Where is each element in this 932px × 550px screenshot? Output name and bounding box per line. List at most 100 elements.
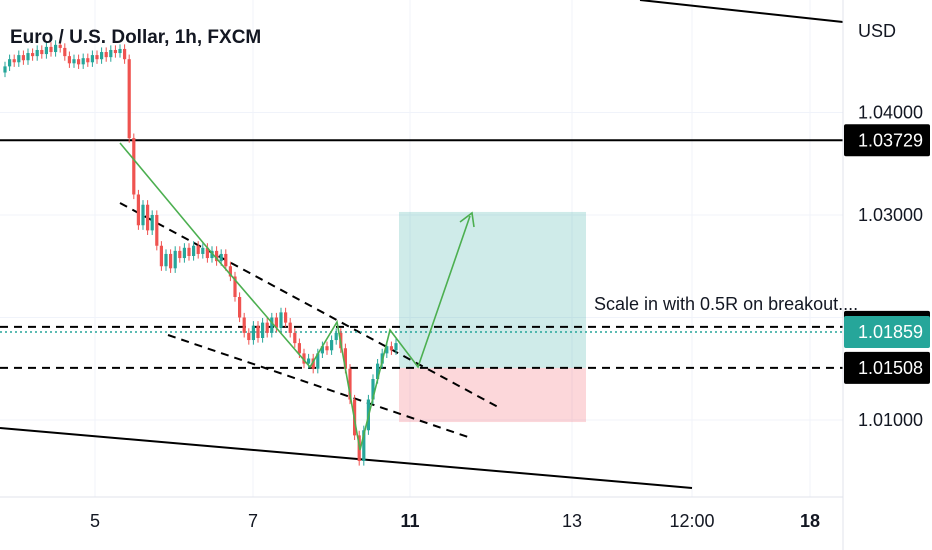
candle-22: [104, 47, 108, 62]
candle-42: [196, 241, 200, 259]
candle-62: [288, 318, 292, 338]
candle-5: [26, 48, 30, 65]
grid: [0, 0, 843, 497]
candle-23: [109, 45, 113, 62]
chart-title: Euro / U.S. Dollar, 1h, FXCM: [10, 27, 261, 48]
candle-1: [8, 54, 12, 71]
candle-40: [187, 243, 191, 261]
y-tick-1: 1.03000: [858, 205, 923, 225]
candle-10: [49, 42, 53, 57]
candle-44: [205, 243, 209, 263]
candle-4: [21, 50, 25, 65]
candle-58: [270, 312, 274, 338]
x-tick-1: 7: [248, 511, 258, 531]
lower-channel-line[interactable]: [0, 427, 693, 489]
wedge-lower-dashed[interactable]: [167, 334, 469, 438]
candle-28: [132, 133, 136, 200]
candle-14: [67, 51, 71, 68]
candle-0: [3, 61, 7, 78]
candle-63: [293, 328, 297, 348]
candle-12: [58, 40, 62, 53]
candle-52: [242, 312, 246, 338]
price-badge-3[interactable]: 1.01508: [844, 351, 930, 384]
x-tick-4: 12:00: [669, 511, 714, 531]
candle-29: [136, 189, 140, 230]
upper-channel-line[interactable]: [639, 0, 844, 23]
y-tick-2: 1.01000: [858, 410, 923, 430]
candle-34: [159, 241, 163, 271]
levels: [0, 139, 843, 369]
drawings: [0, 0, 844, 489]
x-tick-2: 11: [400, 511, 419, 531]
candle-16: [77, 54, 81, 69]
candle-51: [238, 292, 242, 323]
candle-15: [72, 54, 76, 68]
profit-zone[interactable]: [399, 211, 586, 368]
candle-11: [54, 40, 58, 57]
y-tick-0: 1.04000: [858, 103, 923, 123]
candle-35: [164, 249, 168, 271]
candle-43: [201, 243, 205, 259]
candle-6: [31, 48, 35, 61]
candle-57: [265, 318, 269, 338]
candle-54: [251, 321, 255, 345]
price-badge-0[interactable]: 1.03729: [844, 124, 930, 157]
candle-2: [12, 54, 16, 67]
candle-21: [100, 47, 104, 64]
candle-33: [155, 210, 159, 251]
price-badge-label-2: 1.01859: [858, 322, 923, 342]
candle-30: [141, 200, 145, 230]
candle-56: [261, 318, 265, 343]
candle-65: [302, 348, 306, 369]
candle-19: [90, 50, 94, 67]
candles: [3, 40, 398, 466]
candle-25: [118, 44, 122, 58]
candle-31: [146, 200, 150, 235]
candle-41: [192, 241, 196, 261]
candle-53: [247, 328, 251, 345]
candle-18: [86, 53, 90, 67]
projection: [119, 142, 475, 451]
candle-26: [123, 44, 127, 64]
candle-85: [394, 338, 398, 355]
candle-39: [182, 243, 186, 263]
projection-path[interactable]: [119, 142, 471, 451]
candle-48: [224, 249, 228, 271]
candle-45: [210, 246, 214, 263]
candle-20: [95, 50, 99, 64]
candle-84: [389, 341, 393, 355]
wedge-upper-dashed[interactable]: [119, 202, 499, 408]
candle-27: [127, 54, 131, 143]
candle-50: [233, 271, 237, 302]
candle-7: [35, 45, 39, 61]
candle-55: [256, 321, 260, 343]
price-badge-label-0: 1.03729: [858, 130, 923, 150]
candle-67: [311, 353, 315, 374]
candle-61: [284, 307, 288, 328]
candle-32: [150, 210, 154, 235]
x-tick-0: 5: [90, 511, 100, 531]
x-tick-3: 13: [562, 511, 582, 531]
candle-70: [325, 341, 329, 355]
price-badge-2[interactable]: 1.01859: [844, 315, 930, 348]
candle-49: [228, 261, 232, 282]
x-tick-5: 18: [800, 511, 820, 531]
candle-60: [279, 307, 283, 333]
candle-37: [173, 246, 177, 273]
candle-8: [40, 45, 44, 59]
candle-17: [81, 53, 85, 69]
candle-9: [44, 42, 48, 59]
candle-24: [113, 45, 117, 58]
loss-zone[interactable]: [399, 367, 586, 423]
candle-71: [330, 335, 334, 355]
candle-3: [17, 50, 21, 67]
price-badge-label-3: 1.01508: [858, 358, 923, 378]
currency-label: USD: [858, 21, 896, 41]
candle-38: [178, 246, 182, 263]
time-axis[interactable]: 5 7 11 13 12:00 18: [0, 496, 843, 531]
candle-46: [215, 246, 219, 266]
scale-in-note: Scale in with 0.5R on breakout....: [594, 294, 858, 314]
projection-arrowhead: [459, 211, 475, 228]
